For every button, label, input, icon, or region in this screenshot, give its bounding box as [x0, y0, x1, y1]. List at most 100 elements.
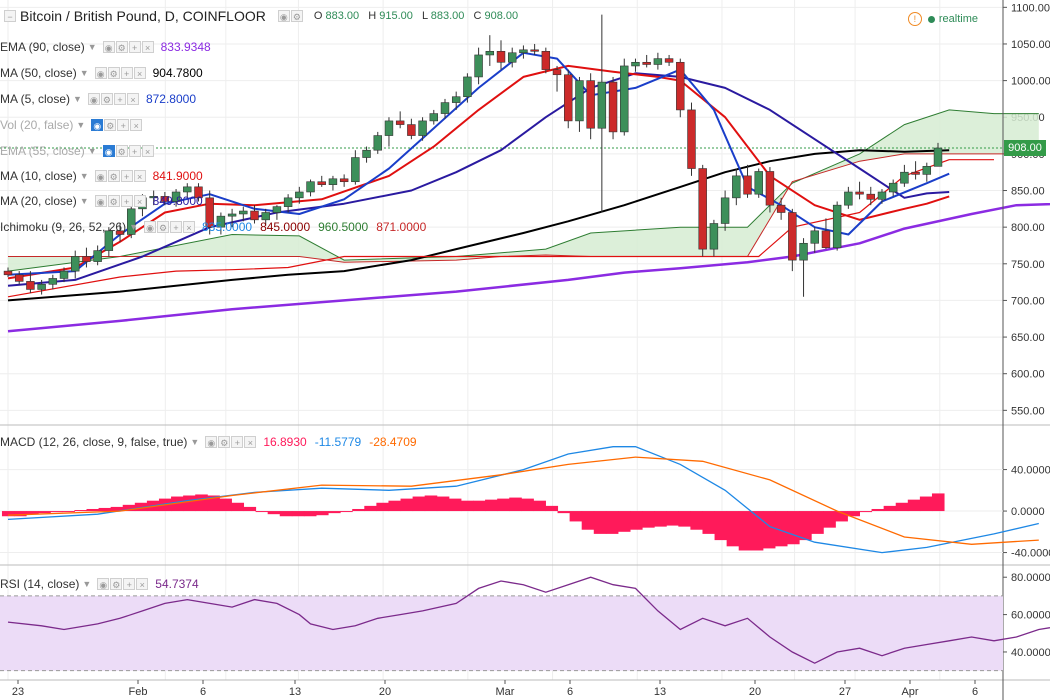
chevron-down-icon[interactable]: ▼ — [87, 42, 97, 52]
gear-icon[interactable]: ⚙ — [110, 578, 123, 590]
gear-icon[interactable]: ⚙ — [107, 170, 120, 182]
indicator-legend-row[interactable]: EMA (90, close) ▼ ◉ ⚙ + × 833.9348 — [0, 38, 219, 56]
plus-icon[interactable]: + — [170, 221, 182, 233]
indicator-value: 833.9348 — [160, 40, 211, 54]
close-icon[interactable]: × — [141, 145, 154, 157]
plus-icon[interactable]: + — [231, 436, 244, 448]
close-icon[interactable]: × — [133, 195, 146, 207]
eye-icon[interactable]: ◉ — [94, 170, 107, 182]
chevron-down-icon[interactable]: ▼ — [76, 120, 86, 130]
indicator-legend-row[interactable]: MA (10, close) ▼ ◉ ⚙ + × 841.9000 — [0, 167, 211, 185]
indicator-legend-row[interactable]: MA (5, close) ▼ ◉ ⚙ + × 872.8000 — [0, 90, 204, 108]
macd-histogram-bar — [895, 502, 909, 512]
candle-body — [362, 149, 371, 158]
eye-icon[interactable]: ◉ — [97, 578, 110, 590]
y-tick-label: 700.00 — [1011, 295, 1045, 307]
plus-icon[interactable]: + — [128, 41, 141, 53]
eye-icon[interactable]: ◉ — [94, 195, 107, 207]
gear-icon[interactable]: ⚙ — [107, 195, 120, 207]
chevron-down-icon[interactable]: ▼ — [129, 222, 138, 232]
candle-body — [485, 50, 495, 56]
candle-body — [429, 113, 439, 122]
chevron-down-icon[interactable]: ▼ — [82, 579, 92, 589]
macd-histogram-bar — [714, 511, 728, 541]
warning-icon[interactable]: ! — [907, 12, 922, 26]
chevron-down-icon[interactable]: ▼ — [190, 437, 200, 447]
indicator-controls: ◉ ⚙ + × — [94, 67, 147, 79]
candle-body — [698, 168, 707, 250]
macd-histogram-bar — [593, 511, 607, 534]
plus-icon[interactable]: + — [123, 578, 136, 590]
indicator-value: 16.8930 — [263, 435, 307, 449]
candle-body — [799, 242, 808, 261]
indicator-value: 841.9000 — [152, 169, 203, 183]
plus-icon[interactable]: + — [113, 93, 126, 105]
eye-icon[interactable]: ◉ — [91, 119, 104, 131]
candle-body — [676, 61, 685, 111]
chevron-down-icon[interactable]: ▼ — [79, 196, 89, 206]
close-icon[interactable]: × — [126, 93, 139, 105]
y-tick-label: 550.00 — [1011, 405, 1045, 417]
close-icon[interactable]: × — [133, 170, 146, 182]
rsi-band — [0, 595, 1003, 671]
indicator-value: -28.4709 — [369, 435, 417, 449]
gear-icon[interactable]: ⚙ — [157, 221, 169, 233]
eye-icon[interactable]: ◉ — [94, 67, 107, 79]
close-icon[interactable]: × — [130, 119, 143, 131]
close-icon[interactable]: × — [183, 221, 195, 233]
macd-histogram-bar — [799, 511, 812, 541]
minus-square-icon[interactable]: − — [4, 10, 16, 22]
plus-icon[interactable]: + — [120, 170, 133, 182]
eye-icon[interactable]: ◉ — [87, 93, 100, 105]
eye-icon[interactable]: ◉ — [277, 10, 290, 22]
macd-histogram-bar — [919, 496, 933, 512]
gear-icon[interactable]: ⚙ — [107, 67, 120, 79]
chevron-down-icon[interactable]: ▼ — [79, 68, 89, 78]
indicator-controls: ◉ ⚙ + × — [94, 195, 147, 207]
macd-y-tick-label: -40.0000 — [1011, 548, 1050, 560]
gear-icon[interactable]: ⚙ — [218, 436, 231, 448]
eye-icon[interactable]: ◉ — [144, 221, 156, 233]
chevron-down-icon[interactable]: ▼ — [79, 171, 89, 181]
macd-histogram-bar — [690, 511, 703, 530]
indicator-legend-row[interactable]: MACD (12, 26, close, 9, false, true) ▼ ◉ ⚙ +… — [0, 433, 425, 451]
y-tick-label: 1000.00 — [1011, 76, 1050, 88]
candle-body — [216, 215, 226, 228]
candle-body — [104, 230, 114, 251]
eye-icon[interactable]: ◉ — [102, 41, 115, 53]
gear-icon[interactable]: ⚙ — [115, 41, 128, 53]
candle-body — [844, 191, 853, 206]
gear-icon[interactable]: ⚙ — [290, 10, 303, 22]
candle-body — [59, 270, 69, 279]
close-icon[interactable]: × — [133, 67, 146, 79]
plus-icon[interactable]: + — [117, 119, 130, 131]
candle-body — [933, 147, 943, 167]
eye-icon[interactable]: ◉ — [102, 145, 115, 157]
close-icon[interactable]: × — [244, 436, 257, 448]
indicator-legend-row[interactable]: MA (20, close) ▼ ◉ ⚙ + × 849.8000 — [0, 192, 211, 210]
plus-icon[interactable]: + — [128, 145, 141, 157]
realtime-status: ! realtime — [907, 12, 978, 26]
macd-histogram-bar — [521, 498, 534, 512]
candle-body — [272, 206, 282, 213]
close-icon[interactable]: × — [136, 578, 149, 590]
indicator-legend-row[interactable]: Ichimoku (9, 26, 52, 26) ▼ ◉ ⚙ + × 835.0000 845… — [0, 218, 434, 236]
chevron-down-icon[interactable]: ▼ — [73, 94, 82, 104]
gear-icon[interactable]: ⚙ — [100, 93, 113, 105]
indicator-legend-row[interactable]: MA (50, close) ▼ ◉ ⚙ + × 904.7800 — [0, 64, 211, 82]
eye-icon[interactable]: ◉ — [205, 436, 218, 448]
indicator-legend-row[interactable]: EMA (55, close) ▼ ◉ ⚙ + × — [0, 142, 161, 160]
indicator-value: 872.8000 — [145, 92, 197, 106]
gear-icon[interactable]: ⚙ — [115, 145, 128, 157]
plus-icon[interactable]: + — [120, 67, 133, 79]
indicator-legend-row[interactable]: RSI (14, close) ▼ ◉ ⚙ + × 54.7374 — [0, 575, 207, 593]
macd-histogram-bar — [666, 511, 679, 526]
close-icon[interactable]: × — [141, 41, 154, 53]
gear-icon[interactable]: ⚙ — [104, 119, 117, 131]
chevron-down-icon[interactable]: ▼ — [87, 146, 97, 156]
candle-body — [384, 120, 394, 136]
candle-body — [519, 49, 528, 54]
plus-icon[interactable]: + — [120, 195, 133, 207]
indicator-legend-row[interactable]: Vol (20, false) ▼ ◉ ⚙ + × — [0, 116, 149, 134]
